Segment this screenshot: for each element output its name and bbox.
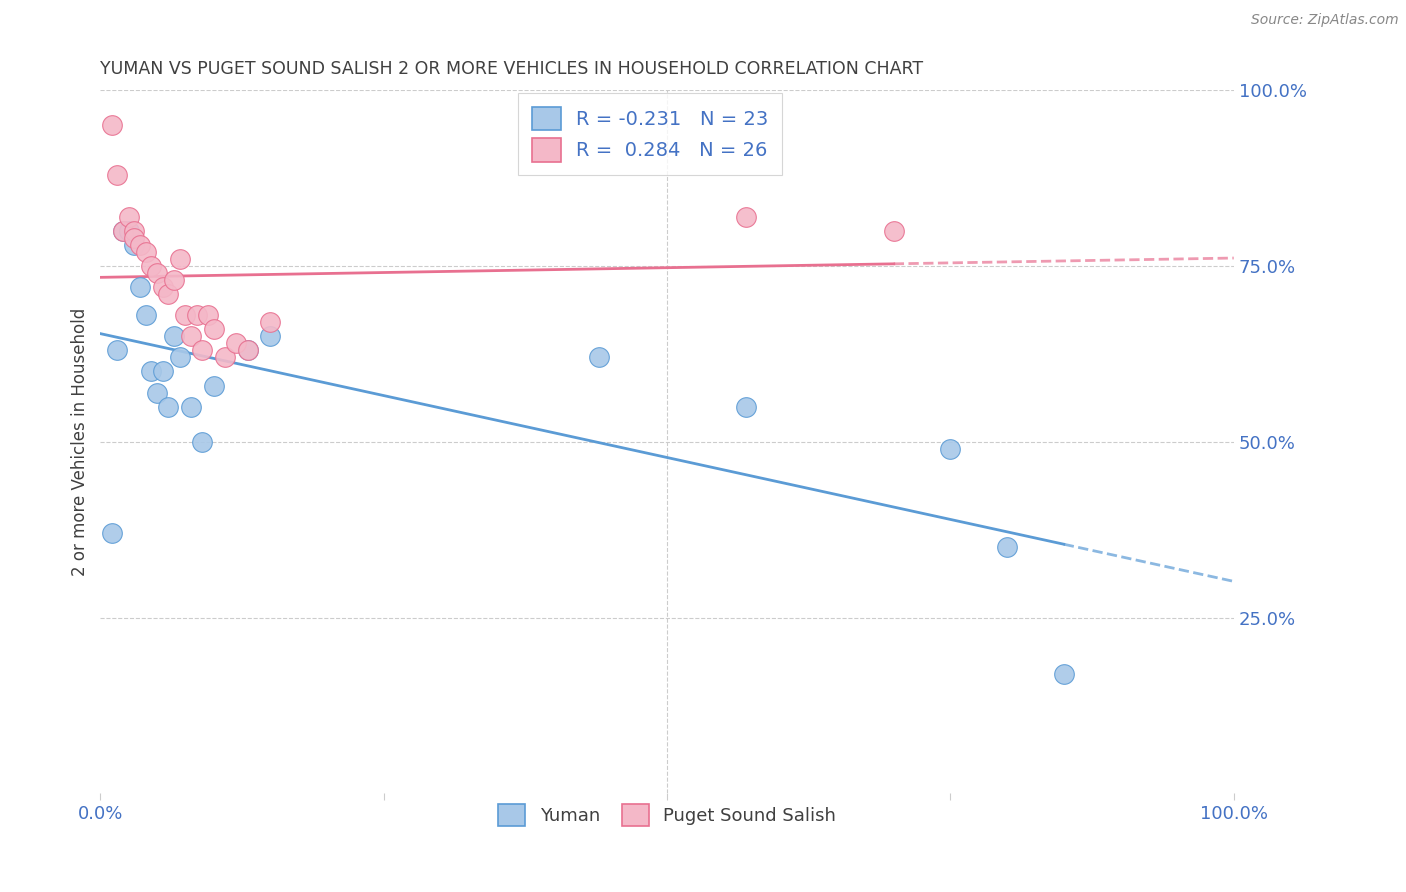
Point: [191, 434, 214, 449]
Point: [259, 329, 281, 343]
Point: [225, 336, 247, 351]
Point: [883, 224, 905, 238]
Point: [118, 224, 141, 238]
Point: [1053, 666, 1076, 681]
Point: [135, 308, 157, 322]
Text: Source: ZipAtlas.com: Source: ZipAtlas.com: [1251, 13, 1399, 28]
Point: [141, 259, 163, 273]
Point: [939, 442, 962, 456]
Point: [236, 343, 259, 358]
Point: [146, 385, 169, 400]
Point: [105, 168, 128, 182]
Point: [169, 252, 191, 266]
Point: [124, 224, 146, 238]
Text: YUMAN VS PUGET SOUND SALISH 2 OR MORE VEHICLES IN HOUSEHOLD CORRELATION CHART: YUMAN VS PUGET SOUND SALISH 2 OR MORE VE…: [100, 60, 924, 78]
Point: [735, 210, 758, 224]
Point: [100, 119, 122, 133]
Point: [163, 273, 186, 287]
Point: [105, 343, 128, 358]
Point: [259, 315, 281, 329]
Point: [141, 364, 163, 378]
Point: [735, 400, 758, 414]
Y-axis label: 2 or more Vehicles in Household: 2 or more Vehicles in Household: [72, 308, 89, 576]
Point: [995, 541, 1018, 555]
Point: [124, 231, 146, 245]
Point: [129, 238, 152, 252]
Point: [111, 224, 134, 238]
Point: [135, 244, 157, 259]
Point: [197, 308, 219, 322]
Legend: Yuman, Puget Sound Salish: Yuman, Puget Sound Salish: [491, 797, 844, 833]
Point: [124, 238, 146, 252]
Point: [236, 343, 259, 358]
Point: [163, 329, 186, 343]
Point: [157, 287, 180, 301]
Point: [588, 351, 610, 365]
Point: [129, 280, 152, 294]
Point: [214, 351, 236, 365]
Point: [180, 400, 202, 414]
Point: [152, 364, 174, 378]
Point: [202, 378, 225, 392]
Point: [191, 343, 214, 358]
Point: [186, 308, 208, 322]
Point: [152, 280, 174, 294]
Point: [111, 224, 134, 238]
Point: [202, 322, 225, 336]
Point: [146, 266, 169, 280]
Point: [100, 526, 122, 541]
Point: [157, 400, 180, 414]
Point: [174, 308, 197, 322]
Point: [180, 329, 202, 343]
Point: [118, 210, 141, 224]
Point: [169, 351, 191, 365]
